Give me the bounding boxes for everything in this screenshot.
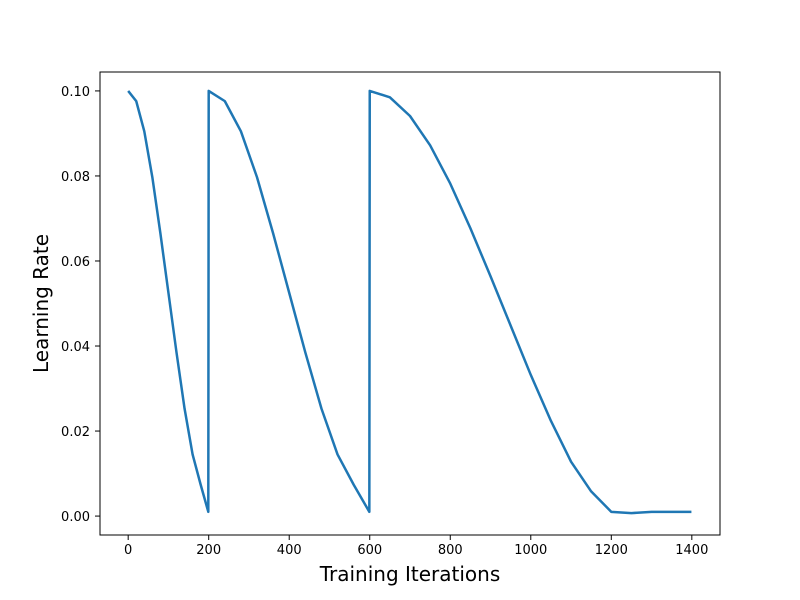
x-tick-label: 800 xyxy=(438,543,463,558)
plot-area xyxy=(127,89,692,515)
x-tick-label: 600 xyxy=(357,543,382,558)
axes-frame xyxy=(99,71,721,536)
x-tick-label: 1200 xyxy=(595,543,628,558)
y-axis-title: Learning Rate xyxy=(29,234,53,373)
y-tick-label: 0.04 xyxy=(61,340,90,355)
y-tick-label: 0.10 xyxy=(61,85,90,100)
y-tick-label: 0.06 xyxy=(61,255,90,270)
series-line-0 xyxy=(127,89,692,515)
x-tick-label: 1000 xyxy=(514,543,547,558)
y-tick-label: 0.02 xyxy=(61,425,90,440)
y-axis: 0.00 0.02 0.04 0.06 0.08 0.10 xyxy=(61,85,100,525)
x-axis-title: Training Iterations xyxy=(319,562,501,586)
y-tick-label: 0.08 xyxy=(61,170,90,185)
x-axis: 0 200 400 600 800 1000 1200 1400 xyxy=(124,535,708,558)
y-tick-label: 0.00 xyxy=(61,510,90,525)
x-tick-label: 200 xyxy=(196,543,221,558)
x-tick-label: 0 xyxy=(124,543,132,558)
x-tick-label: 1400 xyxy=(675,543,708,558)
x-tick-label: 400 xyxy=(277,543,302,558)
